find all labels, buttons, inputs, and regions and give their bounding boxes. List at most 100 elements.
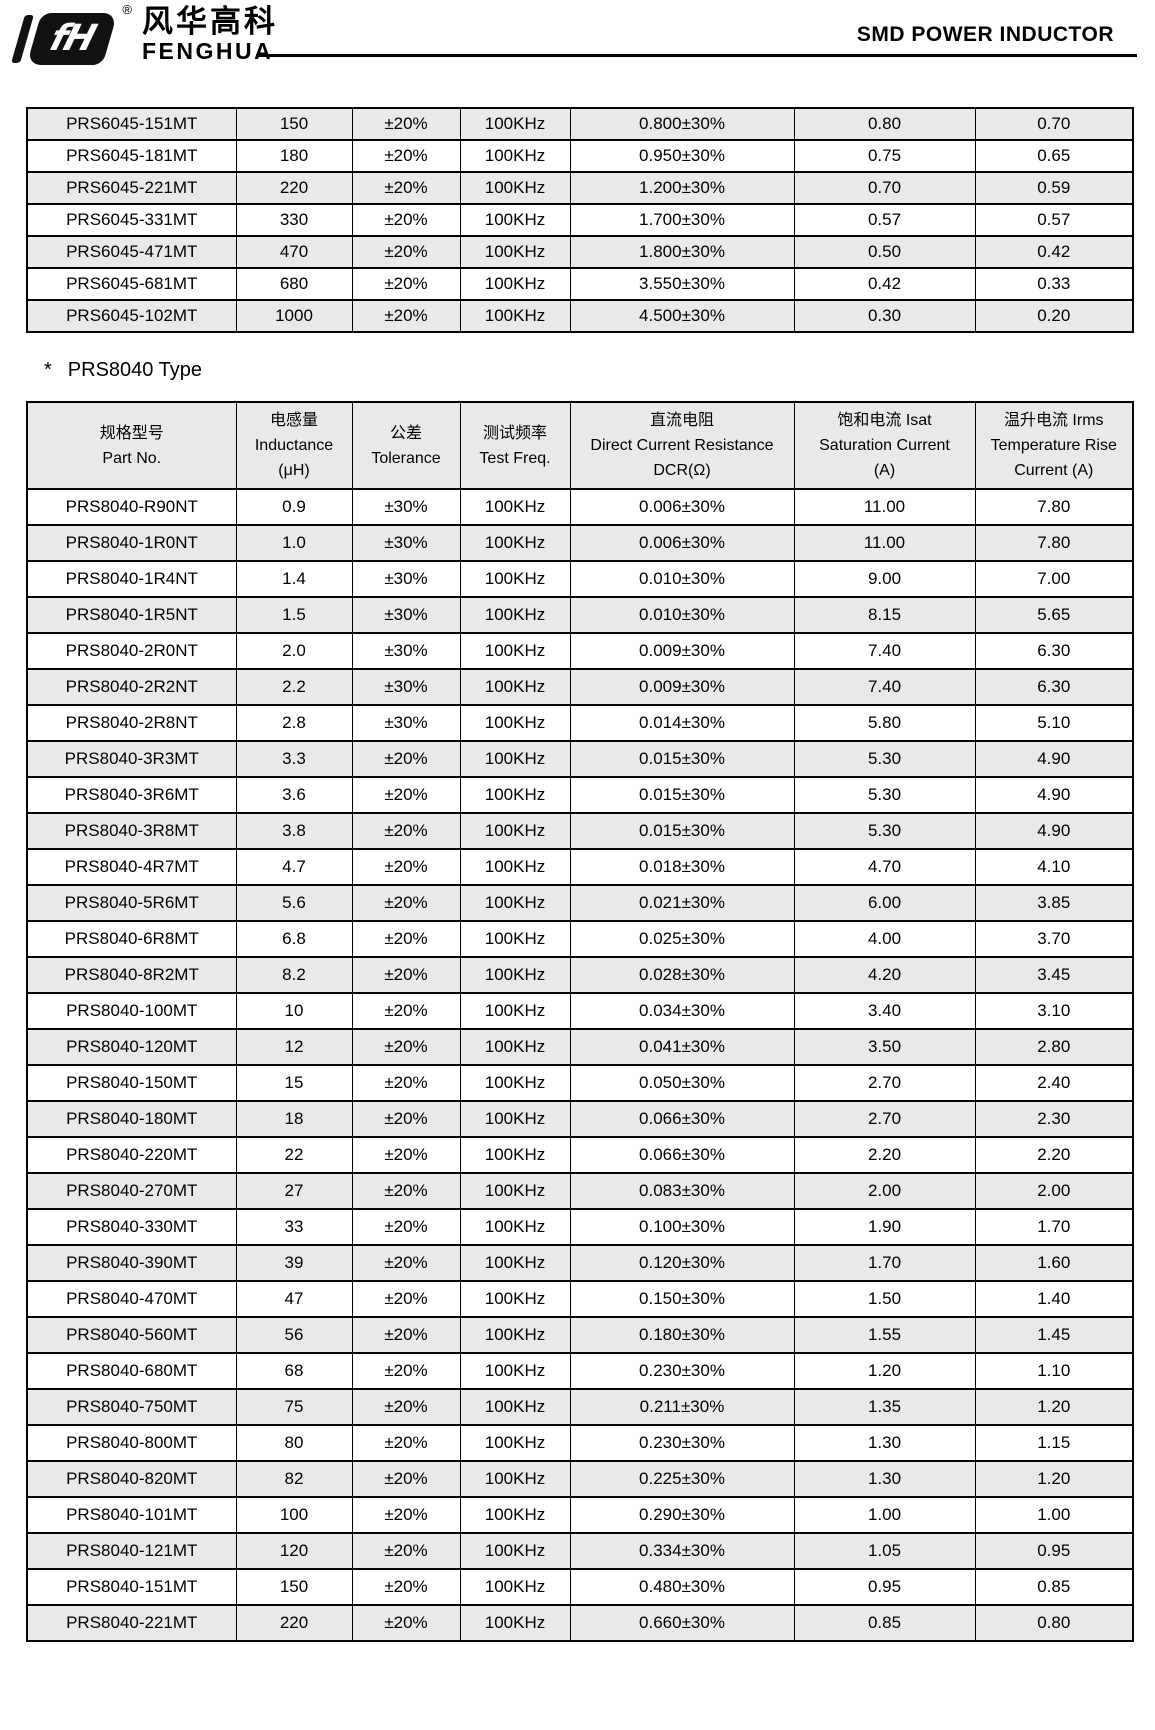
table-cell: 120 [235, 1532, 353, 1570]
table-cell: 7.40 [793, 668, 976, 706]
table-cell: 100KHz [459, 1352, 571, 1390]
table-cell: PRS6045-331MT [26, 203, 237, 237]
table-cell: PRS8040-270MT [26, 1172, 237, 1210]
table-cell: 0.014±30% [569, 704, 795, 742]
page-header: fH ® 风华高科 FENGHUA SMD POWER INDUCTOR [0, 0, 1155, 107]
table-row: PRS8040-680MT 68 ±20% 100KHz 0.230±30% 1.20 1.… [26, 1352, 1134, 1390]
table-cell: PRS8040-6R8MT [26, 920, 237, 958]
table-cell: PRS8040-1R4NT [26, 560, 237, 598]
table-row: PRS8040-1R0NT 1.0 ±30% 100KHz 0.006±30% 11.00… [26, 524, 1134, 562]
table-cell: 1.60 [974, 1244, 1134, 1282]
table-cell: 100KHz [459, 884, 571, 922]
table-cell: ±20% [351, 1244, 461, 1282]
table-cell: 1000 [235, 299, 353, 333]
table-row: PRS6045-221MT 220 ±20% 100KHz 1.200±30% 0.70 0… [26, 171, 1134, 205]
table-cell: ±20% [351, 920, 461, 958]
table-cell: 0.180±30% [569, 1316, 795, 1354]
table-cell: PRS8040-1R0NT [26, 524, 237, 562]
table-cell: 5.30 [793, 740, 976, 778]
table-cell: 2.70 [793, 1064, 976, 1102]
table-cell: ±20% [351, 848, 461, 886]
table-cell: 0.150±30% [569, 1280, 795, 1318]
table-cell: ±20% [351, 235, 461, 269]
table-cell: 1.0 [235, 524, 353, 562]
table-row: PRS8040-R90NT 0.9 ±30% 100KHz 0.006±30% 11.00… [26, 488, 1134, 526]
table-cell: 3.85 [974, 884, 1134, 922]
table-cell: 2.70 [793, 1100, 976, 1138]
table-cell: ±20% [351, 956, 461, 994]
table-cell: 0.025±30% [569, 920, 795, 958]
table-cell: 8.2 [235, 956, 353, 994]
table-cell: PRS8040-121MT [26, 1532, 237, 1570]
table-row: PRS8040-6R8MT 6.8 ±20% 100KHz 0.025±30% 4.00 3… [26, 920, 1134, 958]
table-row: PRS8040-2R0NT 2.0 ±30% 100KHz 0.009±30% 7.40 6… [26, 632, 1134, 670]
table-cell: 0.30 [793, 299, 976, 333]
table-cell: 0.334±30% [569, 1532, 795, 1570]
table-cell: 2.2 [235, 668, 353, 706]
prs8040-table-body: PRS8040-R90NT 0.9 ±30% 100KHz 0.006±30% 11.00… [26, 488, 1134, 1642]
table-cell: 0.009±30% [569, 668, 795, 706]
table-cell: 1.5 [235, 596, 353, 634]
table-cell: 6.30 [974, 668, 1134, 706]
table-cell: 0.50 [793, 235, 976, 269]
table-cell: 220 [235, 171, 353, 205]
table-cell: 0.230±30% [569, 1352, 795, 1390]
table-cell: PRS8040-680MT [26, 1352, 237, 1390]
table-cell: 1.35 [793, 1388, 976, 1426]
table-cell: ±20% [351, 884, 461, 922]
table-cell: 100KHz [459, 1316, 571, 1354]
prs8040-section-heading: * PRS8040 Type [44, 359, 1155, 385]
table-cell: 0.70 [974, 107, 1134, 141]
table-cell: 1.15 [974, 1424, 1134, 1462]
table-cell: 27 [235, 1172, 353, 1210]
table-cell: ±20% [351, 1424, 461, 1462]
table-cell: 0.010±30% [569, 596, 795, 634]
table-row: PRS6045-471MT 470 ±20% 100KHz 1.800±30% 0.50 0… [26, 235, 1134, 269]
table-cell: ±30% [351, 524, 461, 562]
table-cell: 0.9 [235, 488, 353, 526]
table-cell: 4.90 [974, 740, 1134, 778]
table-cell: 100KHz [459, 1100, 571, 1138]
section-heading-label: PRS8040 Type [67, 359, 202, 381]
table-cell: 0.33 [974, 267, 1134, 301]
table-cell: PRS8040-330MT [26, 1208, 237, 1246]
table-cell: 0.57 [974, 203, 1134, 237]
table-row: PRS6045-681MT 680 ±20% 100KHz 3.550±30% 0.42 0… [26, 267, 1134, 301]
table-cell: 0.006±30% [569, 524, 795, 562]
table-cell: 100KHz [459, 560, 571, 598]
table-row: PRS8040-2R8NT 2.8 ±30% 100KHz 0.014±30% 5.80 5… [26, 704, 1134, 742]
table-cell: 0.015±30% [569, 776, 795, 814]
table-cell: 4.10 [974, 848, 1134, 886]
table-cell: 100KHz [459, 632, 571, 670]
table-cell: 6.8 [235, 920, 353, 958]
table-cell: 1.40 [974, 1280, 1134, 1318]
table-cell: ±20% [351, 1100, 461, 1138]
column-header: 电感量 Inductance (μH) [235, 401, 353, 490]
table-cell: 3.45 [974, 956, 1134, 994]
table-row: PRS8040-2R2NT 2.2 ±30% 100KHz 0.009±30% 7.40 6… [26, 668, 1134, 706]
table-cell: 100KHz [459, 812, 571, 850]
table-cell: PRS8040-750MT [26, 1388, 237, 1426]
table-cell: 100KHz [459, 139, 571, 173]
table-cell: 4.20 [793, 956, 976, 994]
table-cell: 0.85 [974, 1568, 1134, 1606]
table-cell: 18 [235, 1100, 353, 1138]
table-cell: 3.50 [793, 1028, 976, 1066]
column-header: 饱和电流 Isat Saturation Current (A) [793, 401, 976, 490]
table-cell: PRS8040-470MT [26, 1280, 237, 1318]
table-cell: PRS6045-221MT [26, 171, 237, 205]
column-header: 温升电流 Irms Temperature Rise Current (A) [974, 401, 1134, 490]
table-cell: ±20% [351, 812, 461, 850]
table-cell: 0.006±30% [569, 488, 795, 526]
section-star: * [44, 359, 52, 381]
table-row: PRS8040-3R8MT 3.8 ±20% 100KHz 0.015±30% 5.30 4… [26, 812, 1134, 850]
table-cell: ±20% [351, 1532, 461, 1570]
table-row: PRS8040-390MT 39 ±20% 100KHz 0.120±30% 1.70 1.… [26, 1244, 1134, 1282]
table-cell: PRS6045-181MT [26, 139, 237, 173]
table-row: PRS8040-100MT 10 ±20% 100KHz 0.034±30% 3.40 3.… [26, 992, 1134, 1030]
table-cell: 2.40 [974, 1064, 1134, 1102]
table-row: PRS8040-270MT 27 ±20% 100KHz 0.083±30% 2.00 2.… [26, 1172, 1134, 1210]
table-cell: 1.90 [793, 1208, 976, 1246]
table-cell: 0.95 [793, 1568, 976, 1606]
table-cell: 0.009±30% [569, 632, 795, 670]
